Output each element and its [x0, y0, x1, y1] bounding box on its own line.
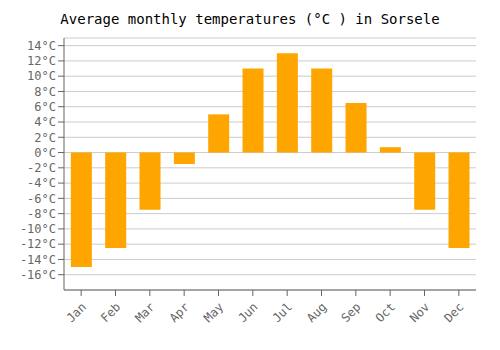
svg-text:Dec: Dec	[441, 300, 466, 325]
svg-text:14°C: 14°C	[27, 39, 56, 53]
svg-text:Nov: Nov	[407, 300, 432, 325]
svg-text:8°C: 8°C	[34, 85, 56, 99]
svg-text:Feb: Feb	[98, 300, 123, 325]
svg-text:6°C: 6°C	[34, 100, 56, 114]
svg-text:Jul: Jul	[270, 300, 295, 325]
svg-text:4°C: 4°C	[34, 115, 56, 129]
svg-text:-4°C: -4°C	[27, 176, 56, 190]
svg-text:May: May	[201, 300, 226, 325]
svg-text:Mar: Mar	[132, 300, 157, 325]
svg-text:-12°C: -12°C	[20, 237, 56, 251]
svg-text:Sep: Sep	[338, 300, 363, 325]
svg-text:-14°C: -14°C	[20, 253, 56, 267]
svg-text:Jan: Jan	[64, 300, 89, 325]
svg-text:Aug: Aug	[304, 300, 329, 325]
svg-text:2°C: 2°C	[34, 131, 56, 145]
svg-text:10°C: 10°C	[27, 69, 56, 83]
svg-text:-8°C: -8°C	[27, 207, 56, 221]
svg-text:-2°C: -2°C	[27, 161, 56, 175]
svg-text:-6°C: -6°C	[27, 192, 56, 206]
svg-text:-10°C: -10°C	[20, 222, 56, 236]
html-text:Average monthly temperatures (: Average monthly temperatures (°C ) in So…	[60, 11, 440, 27]
svg-text:0°C: 0°C	[34, 146, 56, 160]
svg-text:Jun: Jun	[235, 300, 260, 325]
svg-text:12°C: 12°C	[27, 54, 56, 68]
svg-text:Oct: Oct	[373, 300, 398, 325]
svg-text:-16°C: -16°C	[20, 268, 56, 282]
svg-text:Apr: Apr	[167, 300, 192, 325]
